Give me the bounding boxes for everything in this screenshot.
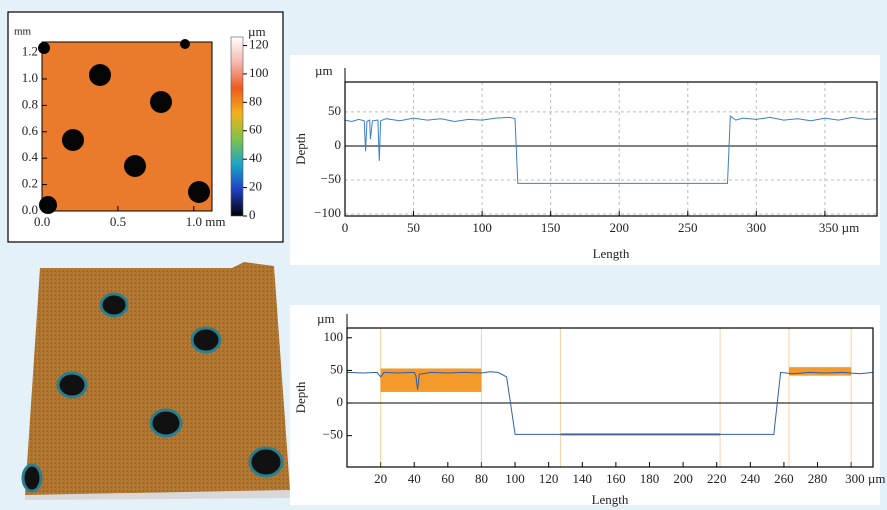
hole bbox=[188, 181, 210, 203]
panel-background bbox=[290, 55, 880, 265]
y-tick-label: 1.2 bbox=[22, 44, 38, 59]
hole bbox=[21, 463, 43, 493]
y-tick-label: −50 bbox=[321, 171, 341, 186]
y-tick-label: −100 bbox=[314, 205, 341, 220]
plot-frame bbox=[346, 327, 874, 468]
x-tick-label: 260 bbox=[774, 471, 794, 486]
hole bbox=[89, 64, 111, 86]
x-tick-label: 80 bbox=[475, 471, 488, 486]
x-tick-label: 0.0 bbox=[34, 214, 50, 229]
surface-top bbox=[25, 262, 290, 495]
hole bbox=[124, 155, 146, 177]
height-map bbox=[38, 39, 212, 214]
hole bbox=[190, 326, 222, 354]
colorbar-tick-label: 40 bbox=[249, 150, 262, 165]
x-tick-label: 160 bbox=[606, 471, 626, 486]
x-tick-label: 100 bbox=[472, 220, 492, 235]
hole bbox=[38, 42, 50, 54]
y-tick-label: 0 bbox=[337, 394, 344, 409]
y-tick-label: −50 bbox=[323, 427, 343, 442]
profile-line bbox=[346, 371, 874, 435]
x-tick-label: 200 bbox=[609, 220, 629, 235]
y-unit: µm bbox=[315, 63, 333, 78]
y-tick-label: 0.6 bbox=[22, 123, 39, 138]
map-surface bbox=[42, 42, 212, 211]
surface-3d bbox=[21, 262, 290, 500]
x-tick-label: 280 bbox=[808, 471, 828, 486]
y-tick-label: 0.8 bbox=[22, 96, 38, 111]
colorbar-tick-label: 0 bbox=[249, 207, 256, 222]
x-tick-label: 0 bbox=[342, 220, 349, 235]
region bbox=[380, 368, 482, 392]
y-tick-label: 100 bbox=[324, 329, 344, 344]
colorbar-tick-label: 100 bbox=[249, 65, 269, 80]
x-tick-label: 240 bbox=[741, 471, 761, 486]
y-unit: µm bbox=[317, 311, 335, 326]
x-axis-label: Length bbox=[593, 246, 630, 261]
plot-frame bbox=[41, 41, 213, 212]
hole bbox=[149, 408, 183, 438]
x-tick-label: 40 bbox=[408, 471, 421, 486]
y-axis-label: Depth bbox=[293, 381, 308, 413]
colorbar-tick-label: 20 bbox=[249, 179, 262, 194]
x-tick-label: 20 bbox=[374, 471, 387, 486]
x-tick-label: 250 bbox=[678, 220, 698, 235]
profile-line bbox=[344, 115, 878, 184]
x-tick-label: 140 bbox=[573, 471, 593, 486]
x-tick-label: 180 bbox=[640, 471, 660, 486]
y-tick-label: 1.0 bbox=[22, 70, 38, 85]
x-tick-label: 200 bbox=[673, 471, 693, 486]
colorbar-tick-label: 120 bbox=[249, 37, 269, 52]
y-unit: mm bbox=[14, 26, 32, 38]
x-tick-label: 220 bbox=[707, 471, 727, 486]
hole bbox=[62, 129, 84, 151]
y-tick-label: 0.4 bbox=[22, 149, 39, 164]
y-tick-label: 50 bbox=[330, 361, 343, 376]
hole bbox=[150, 91, 172, 113]
hole bbox=[99, 292, 129, 318]
hole bbox=[39, 196, 57, 214]
x-tick-label: 100 bbox=[505, 471, 525, 486]
x-tick-label: 300 µm bbox=[845, 471, 885, 486]
colorbar-unit: µm bbox=[248, 24, 266, 39]
x-tick-label: 150 bbox=[541, 220, 561, 235]
colorbar-tick-label: 60 bbox=[249, 122, 262, 137]
region bbox=[788, 367, 852, 376]
x-tick-label: 1.0 mm bbox=[186, 214, 226, 229]
y-axis-label: Depth bbox=[293, 133, 308, 165]
hole bbox=[180, 39, 190, 49]
panel-background bbox=[290, 305, 880, 505]
y-tick-label: 0.2 bbox=[22, 176, 38, 191]
x-tick-label: 120 bbox=[539, 471, 559, 486]
y-tick-label: 0 bbox=[335, 137, 342, 152]
plot-frame bbox=[344, 81, 878, 217]
surface-side bbox=[25, 490, 290, 500]
x-tick-label: 0.5 bbox=[110, 214, 126, 229]
x-axis-label: Length bbox=[592, 492, 629, 507]
y-tick-label: 50 bbox=[328, 103, 341, 118]
hole bbox=[248, 446, 284, 478]
colorbar bbox=[230, 36, 244, 217]
x-tick-label: 60 bbox=[441, 471, 454, 486]
x-tick-label: 50 bbox=[407, 220, 420, 235]
hole bbox=[56, 371, 88, 399]
x-tick-label: 300 bbox=[747, 220, 767, 235]
colorbar-tick-label: 80 bbox=[249, 93, 262, 108]
y-tick-label: 0.0 bbox=[22, 202, 38, 217]
x-tick-label: 350 µm bbox=[819, 220, 859, 235]
